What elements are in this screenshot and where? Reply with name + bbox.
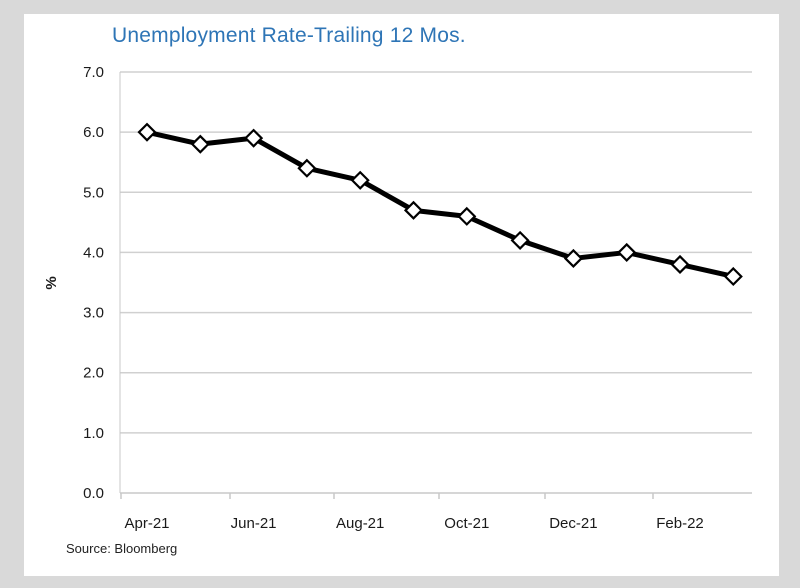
y-tick-labels: 0.0 1.0 2.0 3.0 4.0 5.0 6.0 7.0: [83, 64, 104, 502]
gridlines: [120, 71, 752, 434]
x-tick-labels: Apr-21 Jun-21 Aug-21 Oct-21 Dec-21 Feb-22: [124, 515, 703, 532]
data-point-marker: [723, 266, 743, 287]
y-tick-label: 6.0: [83, 124, 104, 141]
chart-panel: [24, 14, 779, 576]
y-tick-label: 7.0: [83, 64, 104, 81]
x-tick-label: Dec-21: [549, 515, 597, 532]
y-tick-label: 0.0: [83, 485, 104, 502]
y-tick-label: 1.0: [83, 425, 104, 442]
data-point-marker: [403, 200, 424, 220]
x-tick-label: Oct-21: [444, 515, 489, 532]
data-point-marker: [457, 206, 477, 226]
source-note: Source: Bloomberg: [66, 541, 178, 556]
y-tick-label: 4.0: [83, 244, 104, 261]
y-tick-label: 2.0: [83, 365, 104, 382]
data-point-marker: [297, 158, 317, 178]
data-point-marker: [617, 242, 637, 262]
series: [137, 122, 743, 287]
data-point-marker: [670, 254, 690, 275]
data-point-marker: [510, 230, 530, 250]
data-point-marker: [190, 134, 210, 154]
y-axis-label: %: [43, 276, 60, 289]
x-tick-label: Apr-21: [124, 515, 169, 532]
chart-title: Unemployment Rate-Trailing 12 Mos.: [112, 24, 466, 47]
x-tick-label: Jun-21: [231, 515, 277, 532]
data-point-marker: [350, 170, 370, 190]
y-tick-label: 3.0: [83, 305, 104, 322]
data-point-marker: [244, 128, 264, 148]
x-tick-label: Feb-22: [656, 515, 704, 532]
axes: [119, 72, 752, 499]
y-tick-label: 5.0: [83, 184, 104, 201]
data-point-marker: [137, 122, 157, 142]
data-point-marker: [563, 248, 583, 268]
series-line: [144, 129, 736, 279]
x-tick-label: Aug-21: [336, 515, 384, 532]
